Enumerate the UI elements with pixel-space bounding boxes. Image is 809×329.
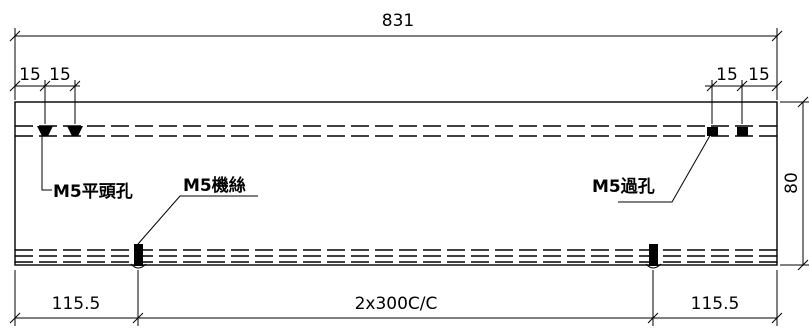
through-hole-right-1 [707,127,718,136]
lower-hidden-lines [15,249,777,263]
through-hole-leader: M5過孔 [592,131,713,203]
countersunk-hole-leader: M5平頭孔 [41,136,133,202]
left-offset-1-label: 15 [19,65,41,85]
machine-screw-note: M5機絲 [183,175,246,196]
overall-length-label: 831 [382,11,414,31]
center-spacing-label: 2x300C/C [355,294,438,314]
countersunk-hole-left-2 [67,126,83,136]
through-hole-note: M5過孔 [592,177,655,197]
right-offset-2-label: 15 [748,65,770,85]
height-label: 80 [782,172,802,194]
bottom-spacing-dimension: 115.5 2x300C/C 115.5 [9,270,783,326]
machine-screw-right [645,244,662,269]
machine-screw-left [130,244,147,269]
countersunk-hole-note: M5平頭孔 [53,182,133,202]
right-offset-dimensions: 15 15 [705,65,783,124]
upper-hidden-lines [15,125,777,137]
end-right-label: 115.5 [691,294,740,314]
part-outline [14,101,778,266]
right-offset-1-label: 15 [716,65,738,85]
through-hole-right-2 [737,127,748,136]
height-dimension: 80 [780,96,809,271]
left-offset-dimensions: 15 15 [9,65,81,124]
overall-length-dimension: 831 [9,11,783,100]
countersunk-hole-left-1 [37,126,53,136]
left-offset-2-label: 15 [49,65,71,85]
machine-screw-leader: M5機絲 [137,175,258,245]
end-left-label: 115.5 [52,294,101,314]
